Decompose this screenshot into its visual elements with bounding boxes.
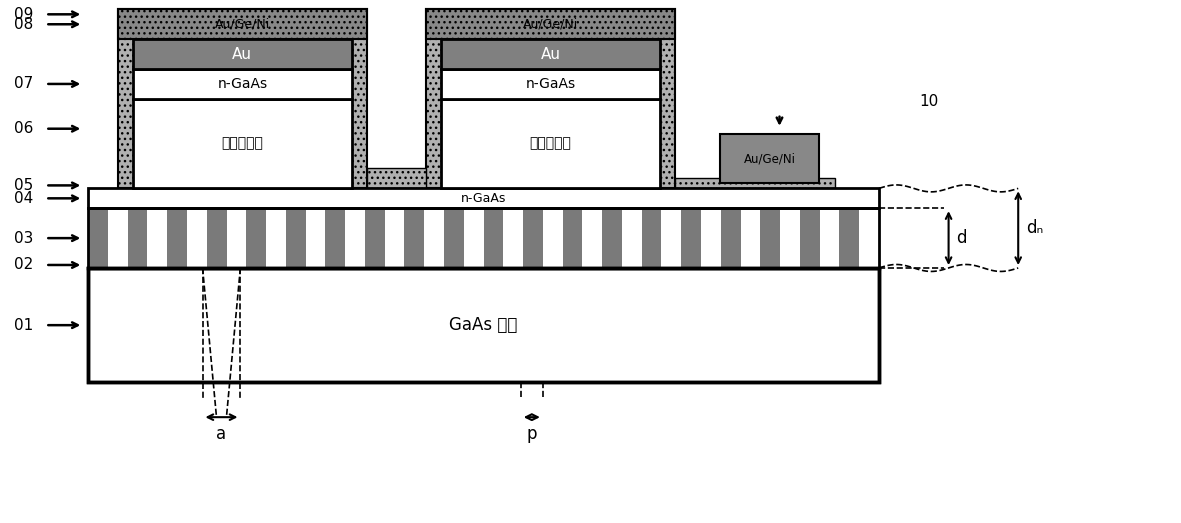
Bar	[860, 208, 879, 268]
Bar	[405, 208, 424, 268]
Text: 08: 08	[14, 17, 33, 32]
Bar	[187, 208, 207, 268]
Text: n-GaAs: n-GaAs	[461, 192, 507, 205]
Bar	[602, 208, 622, 268]
Text: 06: 06	[14, 121, 33, 136]
Text: 多量子阱层: 多量子阱层	[530, 137, 572, 151]
Text: Au/Ge/Ni: Au/Ge/Ni	[744, 152, 796, 165]
Bar	[107, 208, 128, 268]
Text: 多量子阱层: 多量子阱层	[221, 137, 263, 151]
Text: 05: 05	[14, 178, 33, 193]
Bar	[676, 178, 835, 188]
Bar	[761, 208, 781, 268]
Text: 01: 01	[14, 317, 33, 333]
Bar	[820, 208, 840, 268]
Bar	[89, 268, 879, 382]
Text: a: a	[216, 425, 227, 443]
Text: n-GaAs: n-GaAs	[217, 77, 267, 91]
Bar	[740, 208, 761, 268]
Bar	[641, 208, 661, 268]
Text: Au: Au	[233, 47, 253, 62]
Bar	[442, 69, 660, 99]
Text: 02: 02	[14, 257, 33, 272]
Bar	[503, 208, 523, 268]
Bar	[442, 99, 660, 188]
Bar	[385, 208, 405, 268]
Bar	[326, 208, 345, 268]
Bar	[89, 268, 879, 382]
Bar	[444, 208, 464, 268]
Bar	[133, 69, 352, 99]
Bar	[266, 208, 286, 268]
Text: dₙ: dₙ	[1026, 219, 1044, 237]
Bar	[366, 168, 426, 188]
Text: 03: 03	[14, 231, 33, 246]
Bar	[89, 208, 879, 268]
Text: GaAs 衬底: GaAs 衬底	[450, 316, 517, 334]
Text: d: d	[957, 229, 967, 247]
Bar	[148, 208, 168, 268]
Text: 04: 04	[14, 191, 33, 206]
Bar	[523, 208, 543, 268]
Bar	[118, 9, 366, 188]
Bar	[720, 208, 740, 268]
Bar	[365, 208, 385, 268]
Bar	[442, 39, 660, 69]
Bar	[681, 208, 702, 268]
Bar	[483, 208, 503, 268]
Text: n-GaAs: n-GaAs	[526, 77, 576, 91]
Bar	[426, 9, 676, 188]
Bar	[286, 208, 306, 268]
Bar	[426, 9, 676, 39]
Bar	[89, 188, 879, 208]
Bar	[582, 208, 602, 268]
Bar	[702, 208, 720, 268]
Text: Au/Ge/Ni: Au/Ge/Ni	[523, 18, 579, 31]
Text: 10: 10	[919, 94, 939, 109]
Text: p: p	[527, 425, 537, 443]
Text: 09: 09	[14, 7, 33, 22]
Bar	[424, 208, 444, 268]
Bar	[247, 208, 266, 268]
Bar	[562, 208, 582, 268]
Bar	[840, 208, 860, 268]
Bar	[133, 99, 352, 188]
Bar	[168, 208, 187, 268]
Bar	[464, 208, 483, 268]
Bar	[207, 208, 227, 268]
Bar	[719, 134, 820, 184]
Bar	[133, 39, 352, 69]
Bar	[622, 208, 641, 268]
Text: Au/Ge/Ni: Au/Ge/Ni	[215, 18, 270, 31]
Bar	[128, 208, 148, 268]
Bar	[781, 208, 800, 268]
Bar	[661, 208, 681, 268]
Bar	[118, 9, 366, 39]
Text: 07: 07	[14, 76, 33, 92]
Text: Au: Au	[541, 47, 561, 62]
Bar	[89, 208, 107, 268]
Bar	[227, 208, 247, 268]
Bar	[800, 208, 820, 268]
Bar	[306, 208, 326, 268]
Bar	[543, 208, 562, 268]
Bar	[345, 208, 365, 268]
